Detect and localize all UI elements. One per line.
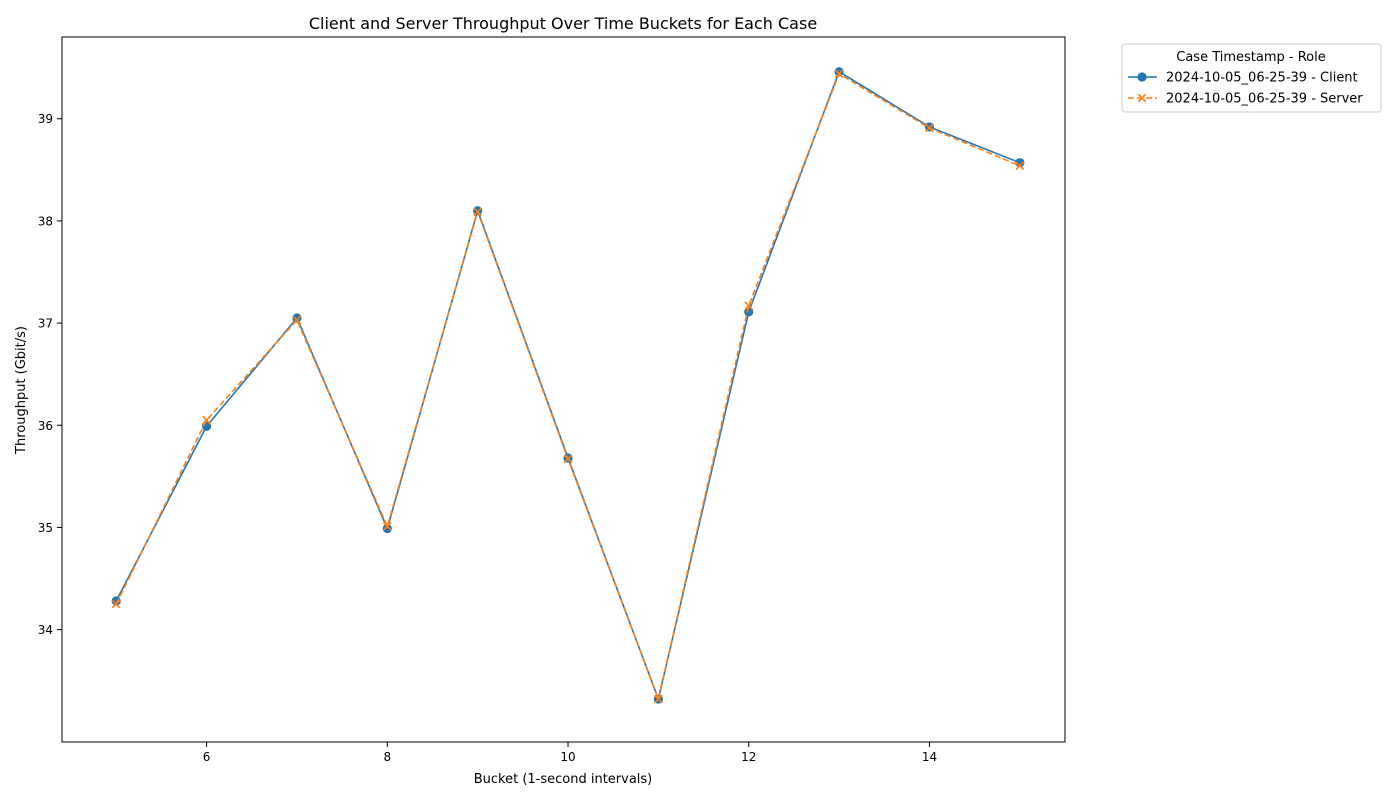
data-point — [292, 313, 302, 323]
y-tick-label: 35 — [38, 521, 53, 535]
y-tick-label: 34 — [38, 623, 53, 637]
x-tick-label: 14 — [922, 750, 937, 764]
data-point — [111, 599, 121, 609]
data-point — [292, 315, 302, 325]
data-point — [563, 454, 573, 464]
legend-entries: 2024-10-05_06-25-39 - Client 2024-10-05_0… — [1128, 71, 1363, 107]
x-tick-label: 8 — [383, 750, 391, 764]
x-tick-label: 6 — [203, 750, 211, 764]
legend: Case Timestamp - Role 2024-10-05_06-25-3… — [1121, 43, 1382, 113]
y-tick-label: 36 — [38, 419, 53, 433]
x-tick-label: 10 — [560, 750, 575, 764]
data-point — [473, 207, 483, 217]
legend-label: 2024-10-05_06-25-39 - Client — [1166, 71, 1358, 86]
plot-area — [61, 36, 1066, 743]
legend-entry: 2024-10-05_06-25-39 - Server — [1128, 92, 1363, 107]
y-tick-label: 38 — [38, 214, 53, 228]
x-tick-label: 12 — [741, 750, 756, 764]
y-tick-label: 39 — [38, 112, 53, 126]
legend-entry: 2024-10-05_06-25-39 - Client — [1128, 71, 1358, 86]
data-point — [654, 694, 663, 704]
y-axis: 34 35 36 37 38 39 — [38, 112, 62, 637]
data-point — [382, 522, 392, 531]
y-axis-label: Throughput (Gbit/s) — [14, 326, 29, 455]
data-point — [1015, 158, 1025, 168]
x-axis: 6 8 10 12 14 — [203, 742, 937, 764]
data-point — [202, 415, 211, 425]
legend-marker — [1137, 93, 1147, 103]
legend-label: 2024-10-05_06-25-39 - Server — [1166, 92, 1363, 107]
series-layer — [111, 67, 1025, 704]
data-point — [1015, 161, 1025, 171]
y-tick-label: 37 — [38, 317, 53, 331]
legend-title: Case Timestamp - Role — [1176, 50, 1325, 65]
chart-title: Client and Server Throughput Over Time B… — [309, 14, 817, 33]
legend-marker — [1137, 72, 1147, 82]
legend-box — [1121, 43, 1382, 113]
series-server — [111, 69, 1025, 704]
data-point — [744, 301, 754, 311]
data-point — [834, 69, 844, 79]
data-point — [925, 123, 934, 133]
x-axis-label: Bucket (1-second intervals) — [474, 772, 653, 787]
